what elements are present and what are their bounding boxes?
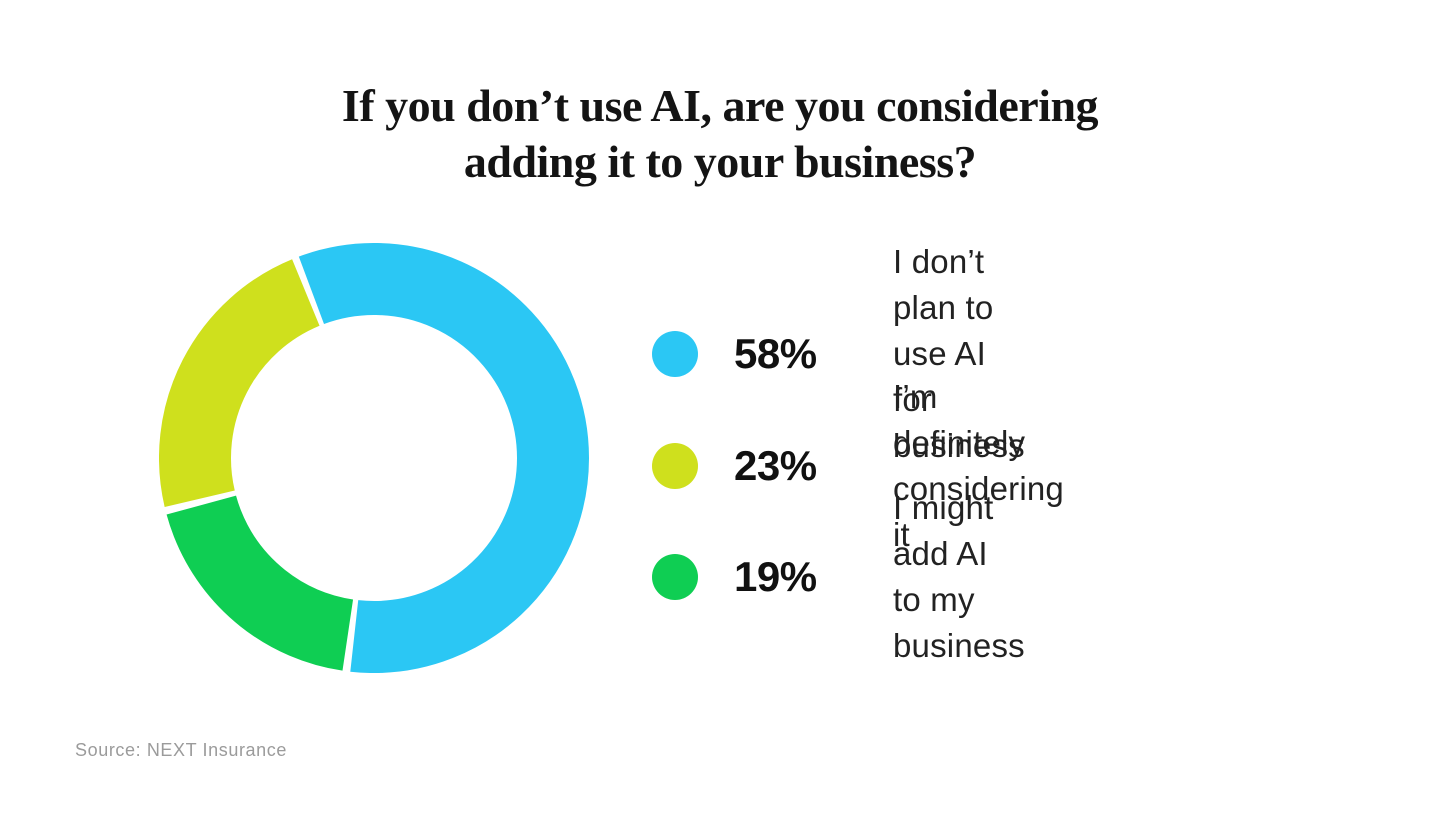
legend-dot-icon [652,443,698,489]
legend-item-no-plan: 58% I don’t plan to use AI for business [652,239,1025,469]
legend-percent: 19% [734,553,817,600]
donut-segment-no-plan [159,243,589,673]
legend-label: I don’t plan to use AI for business [893,243,1025,464]
legend-label: I might add AI to my business [893,489,1025,664]
legend-percent: 58% [734,330,817,377]
chart-title: If you don’t use AI, are you considering… [341,80,1099,187]
donut-chart-area [159,243,589,673]
source-attribution: Source: NEXT Insurance [75,740,287,760]
legend-percent: 23% [734,442,817,489]
legend-item-might-add: 19% I might add AI to my business [652,485,1025,669]
donut-segment-might-add [159,243,589,673]
donut-chart [159,243,589,673]
legend-item-definitely-considering: 23% I’m definitely considering it [652,374,1064,558]
legend-label: I’m definitely considering it [893,378,1064,553]
legend-dot-icon [652,331,698,377]
legend-dot-icon [652,554,698,600]
